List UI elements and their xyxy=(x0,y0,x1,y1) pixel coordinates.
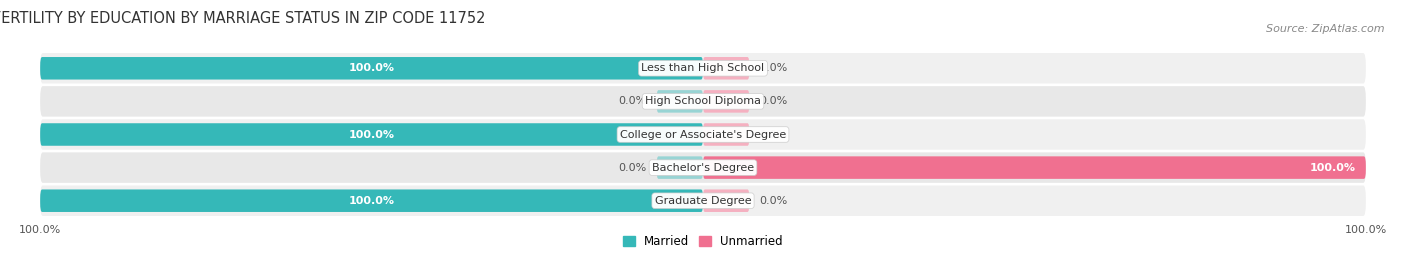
FancyBboxPatch shape xyxy=(41,152,1365,183)
FancyBboxPatch shape xyxy=(41,189,703,212)
Text: 0.0%: 0.0% xyxy=(759,196,787,206)
Text: Source: ZipAtlas.com: Source: ZipAtlas.com xyxy=(1267,24,1385,34)
FancyBboxPatch shape xyxy=(41,123,703,146)
Text: 100.0%: 100.0% xyxy=(349,129,395,140)
Legend: Married, Unmarried: Married, Unmarried xyxy=(619,230,787,253)
Text: 100.0%: 100.0% xyxy=(349,196,395,206)
Text: 100.0%: 100.0% xyxy=(1309,162,1355,173)
FancyBboxPatch shape xyxy=(703,156,1365,179)
FancyBboxPatch shape xyxy=(41,57,703,80)
Text: FERTILITY BY EDUCATION BY MARRIAGE STATUS IN ZIP CODE 11752: FERTILITY BY EDUCATION BY MARRIAGE STATU… xyxy=(0,11,485,26)
Text: 100.0%: 100.0% xyxy=(349,63,395,73)
FancyBboxPatch shape xyxy=(41,119,1365,150)
FancyBboxPatch shape xyxy=(703,123,749,146)
Text: College or Associate's Degree: College or Associate's Degree xyxy=(620,129,786,140)
Text: Graduate Degree: Graduate Degree xyxy=(655,196,751,206)
FancyBboxPatch shape xyxy=(703,90,749,113)
Text: 0.0%: 0.0% xyxy=(619,96,647,107)
Text: Bachelor's Degree: Bachelor's Degree xyxy=(652,162,754,173)
FancyBboxPatch shape xyxy=(41,86,1365,117)
FancyBboxPatch shape xyxy=(657,90,703,113)
FancyBboxPatch shape xyxy=(703,57,749,80)
FancyBboxPatch shape xyxy=(41,186,1365,216)
Text: 0.0%: 0.0% xyxy=(619,162,647,173)
Text: Less than High School: Less than High School xyxy=(641,63,765,73)
FancyBboxPatch shape xyxy=(703,189,749,212)
Text: 0.0%: 0.0% xyxy=(759,63,787,73)
FancyBboxPatch shape xyxy=(41,53,1365,83)
FancyBboxPatch shape xyxy=(657,156,703,179)
Text: 0.0%: 0.0% xyxy=(759,129,787,140)
Text: 0.0%: 0.0% xyxy=(759,96,787,107)
Text: High School Diploma: High School Diploma xyxy=(645,96,761,107)
